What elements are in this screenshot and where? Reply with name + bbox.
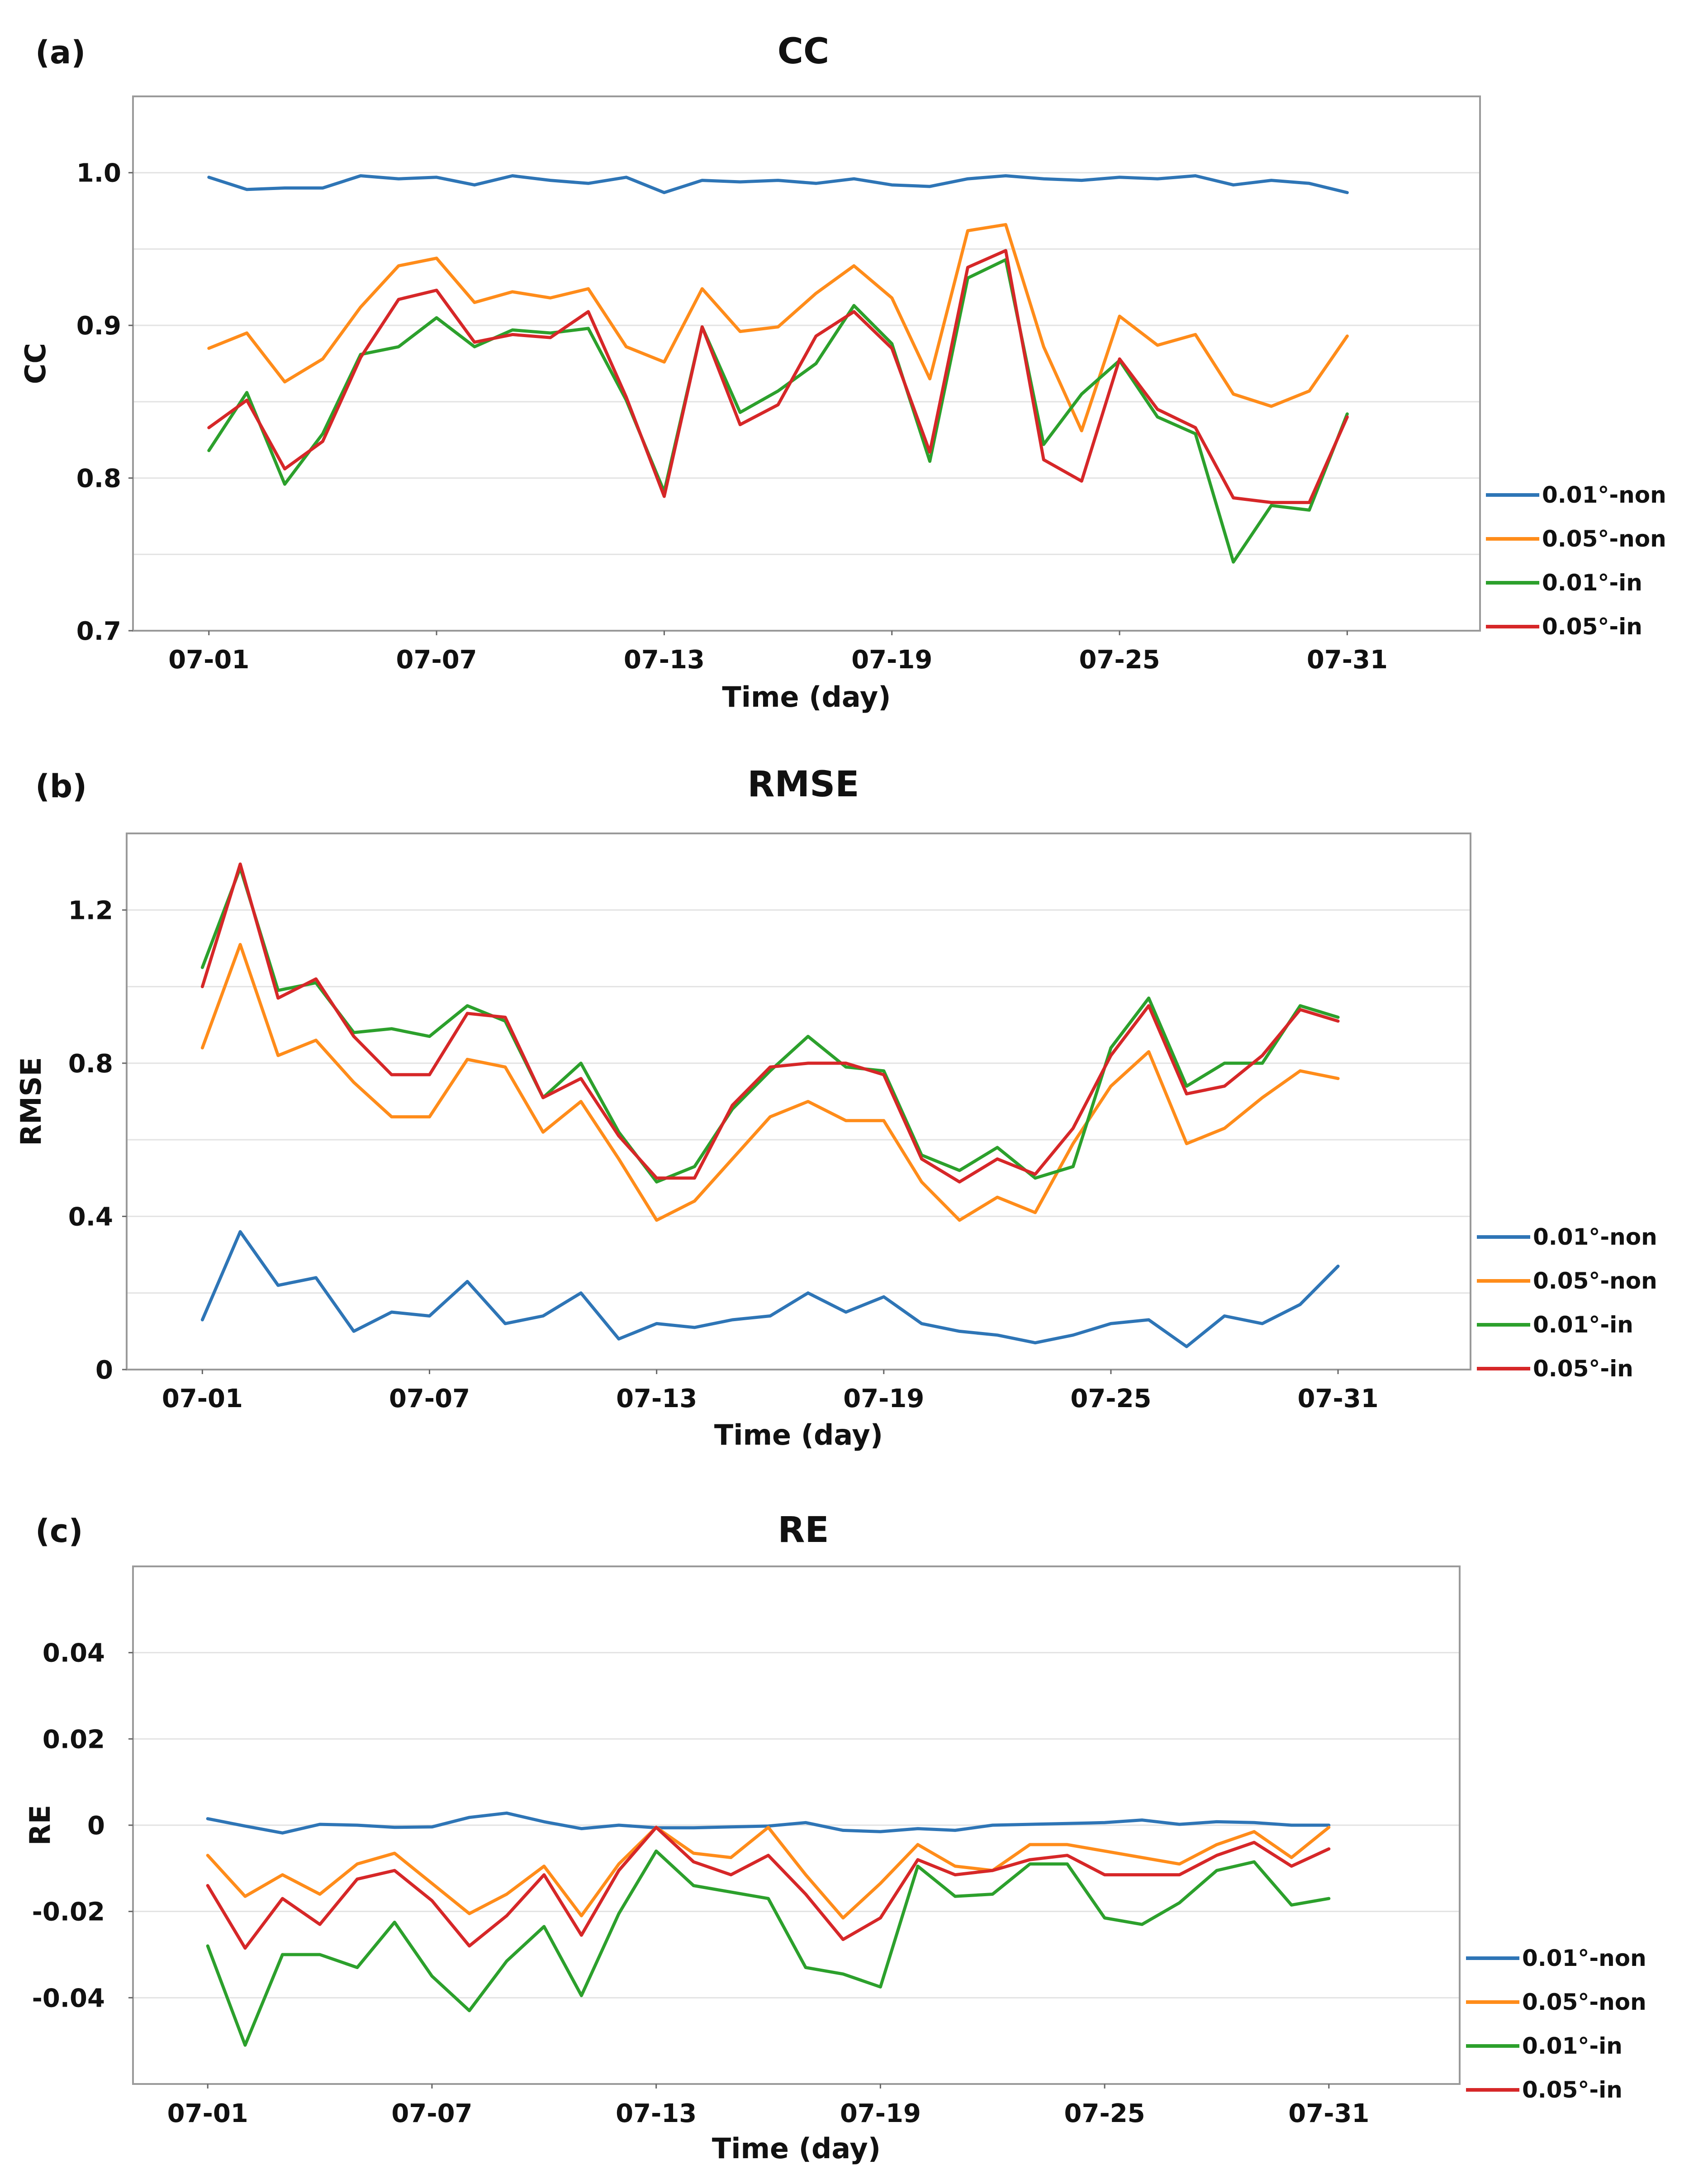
x-tick-label: 07-31 <box>1298 1384 1379 1413</box>
x-tick-label: 07-19 <box>840 2099 921 2128</box>
chart-title: RE <box>778 1510 829 1551</box>
chart-title: RMSE <box>747 764 859 805</box>
x-tick-label: 07-01 <box>167 2099 248 2128</box>
x-tick-label: 07-13 <box>616 1384 697 1413</box>
y-tick-label: 0.7 <box>76 617 121 646</box>
series-line-3 <box>200 862 1340 1184</box>
y-tick-label: 0.8 <box>68 1049 113 1079</box>
series-line-2 <box>200 866 1340 1184</box>
series-line-0 <box>207 174 1349 195</box>
y-tick-label: -0.02 <box>32 1898 105 1927</box>
x-axis-label: Time (day) <box>714 1418 883 1451</box>
x-tick-label: 07-01 <box>162 1384 243 1413</box>
series-line-1 <box>207 223 1349 433</box>
y-tick-label: 0.9 <box>76 311 121 341</box>
x-tick-label: 07-07 <box>389 1384 470 1413</box>
series-line-2 <box>206 1849 1331 2047</box>
y-tick-label: 0.04 <box>43 1639 105 1668</box>
y-tick-label: 0.4 <box>68 1202 113 1232</box>
legend-label: 0.05°-in <box>1522 2077 1623 2103</box>
legend-label: 0.05°-in <box>1542 614 1642 640</box>
x-tick-label: 07-13 <box>624 645 705 675</box>
plot-area <box>126 833 1471 1370</box>
x-tick-label: 07-07 <box>396 645 477 675</box>
x-tick-label: 07-19 <box>851 645 932 675</box>
y-axis-label: CC <box>19 343 52 384</box>
legend-label: 0.01°-non <box>1522 1945 1646 1971</box>
chart-panel-1: (b) RMSE 0 0.4 0.8 1.2 07-01 07-07 07-13 07-19 07-… <box>14 764 1657 1451</box>
series-line-1 <box>200 943 1340 1222</box>
series-line-2 <box>207 258 1349 564</box>
x-axis-label: Time (day) <box>722 680 891 714</box>
x-tick-label: 07-31 <box>1288 2099 1369 2128</box>
x-tick-label: 07-01 <box>168 645 249 675</box>
series-line-3 <box>206 1826 1331 1950</box>
y-tick-label: 1.0 <box>76 159 121 188</box>
x-tick-label: 07-25 <box>1079 645 1160 675</box>
x-tick-label: 07-31 <box>1307 645 1388 675</box>
panel-label: (c) <box>35 1513 83 1550</box>
legend-label: 0.05°-non <box>1522 1989 1646 2015</box>
y-axis-label: RE <box>24 1805 57 1846</box>
x-tick-label: 07-19 <box>843 1384 924 1413</box>
x-tick-label: 07-13 <box>616 2099 697 2128</box>
legend-label: 0.01°-in <box>1522 2033 1623 2059</box>
legend-label: 0.05°-non <box>1533 1268 1657 1294</box>
series-line-1 <box>206 1826 1331 1920</box>
x-tick-label: 07-25 <box>1070 1384 1151 1413</box>
x-tick-label: 07-25 <box>1064 2099 1145 2128</box>
chart-title: CC <box>778 31 830 72</box>
legend-label: 0.01°-in <box>1533 1312 1633 1338</box>
legend-label: 0.05°-in <box>1533 1356 1633 1382</box>
legend-label: 0.01°-non <box>1542 482 1666 508</box>
y-tick-label: 0.8 <box>76 464 121 494</box>
y-tick-label: 0 <box>95 1356 113 1385</box>
legend-label: 0.01°-non <box>1533 1224 1657 1250</box>
chart-panel-0: (a) CC 0.7 0.8 0.9 1.0 07-01 07-07 07-13 07-19 07-… <box>19 31 1666 714</box>
series-line-3 <box>207 249 1349 504</box>
legend-label: 0.05°-non <box>1542 526 1666 552</box>
y-tick-label: 1.2 <box>68 896 113 925</box>
y-tick-label: -0.04 <box>32 1984 105 2013</box>
x-tick-label: 07-07 <box>391 2099 472 2128</box>
series-line-0 <box>206 1811 1331 1835</box>
x-axis-label: Time (day) <box>712 2132 881 2165</box>
series-line-0 <box>200 1230 1340 1348</box>
y-tick-label: 0.02 <box>43 1725 105 1754</box>
chart-panel-2: (c) RE -0.04 -0.02 0 0.02 0.04 07-01 07-07 07-13 0… <box>24 1510 1646 2165</box>
y-tick-label: 0 <box>87 1811 105 1841</box>
plot-area <box>132 95 1481 632</box>
panel-label: (a) <box>35 34 85 71</box>
y-axis-label: RMSE <box>14 1057 47 1146</box>
panel-label: (b) <box>35 768 87 805</box>
legend-label: 0.01°-in <box>1542 570 1642 596</box>
